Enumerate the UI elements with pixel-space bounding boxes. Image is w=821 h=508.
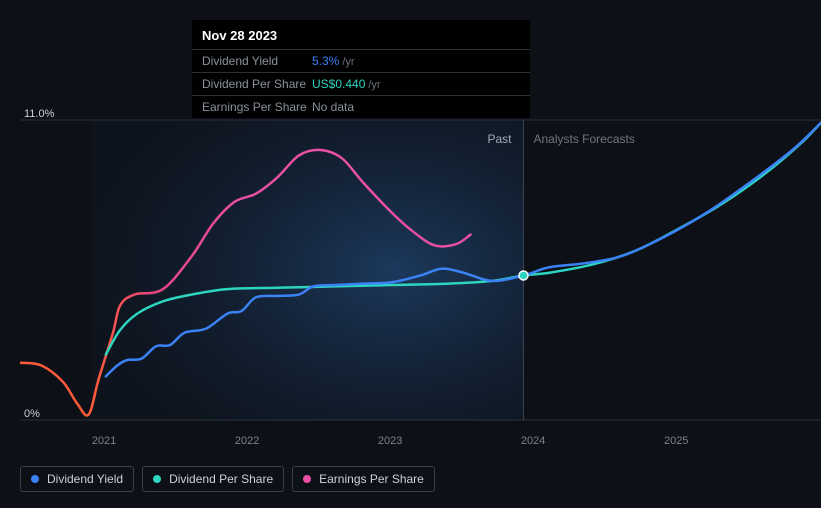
legend-item-dividend_per_share[interactable]: Dividend Per Share <box>142 466 284 492</box>
tooltip-row: Dividend Yield5.3%/yr <box>192 49 530 72</box>
x-tick: 2025 <box>664 435 688 447</box>
legend: Dividend Yield Dividend Per Share Earnings… <box>20 466 435 492</box>
chart-area: 11.0% 0% 20212022202320242025 Past Analy… <box>20 100 821 430</box>
legend-label: Dividend Per Share <box>169 472 273 486</box>
legend-label: Earnings Per Share <box>319 472 424 486</box>
x-tick: 2023 <box>378 435 402 447</box>
hover-tooltip: Nov 28 2023 Dividend Yield5.3%/yrDividen… <box>192 20 530 118</box>
tooltip-row-value: US$0.440/yr <box>312 77 520 91</box>
tooltip-row-value: 5.3%/yr <box>312 54 520 68</box>
legend-item-dividend_yield[interactable]: Dividend Yield <box>20 466 134 492</box>
tooltip-row-label: Earnings Per Share <box>202 100 312 114</box>
x-tick: 2021 <box>92 435 116 447</box>
tooltip-row-value: No data <box>312 100 520 114</box>
tooltip-row: Dividend Per ShareUS$0.440/yr <box>192 72 530 95</box>
legend-dot-icon <box>31 475 39 483</box>
now-marker <box>519 271 528 280</box>
legend-dot-icon <box>153 475 161 483</box>
chart-svg <box>20 100 821 430</box>
legend-dot-icon <box>303 475 311 483</box>
tooltip-row-label: Dividend Per Share <box>202 77 312 91</box>
legend-label: Dividend Yield <box>47 472 123 486</box>
legend-item-earnings_per_share[interactable]: Earnings Per Share <box>292 466 435 492</box>
x-tick: 2022 <box>235 435 259 447</box>
tooltip-row: Earnings Per ShareNo data <box>192 95 530 118</box>
x-tick: 2024 <box>521 435 545 447</box>
tooltip-row-label: Dividend Yield <box>202 54 312 68</box>
tooltip-date: Nov 28 2023 <box>192 20 530 49</box>
